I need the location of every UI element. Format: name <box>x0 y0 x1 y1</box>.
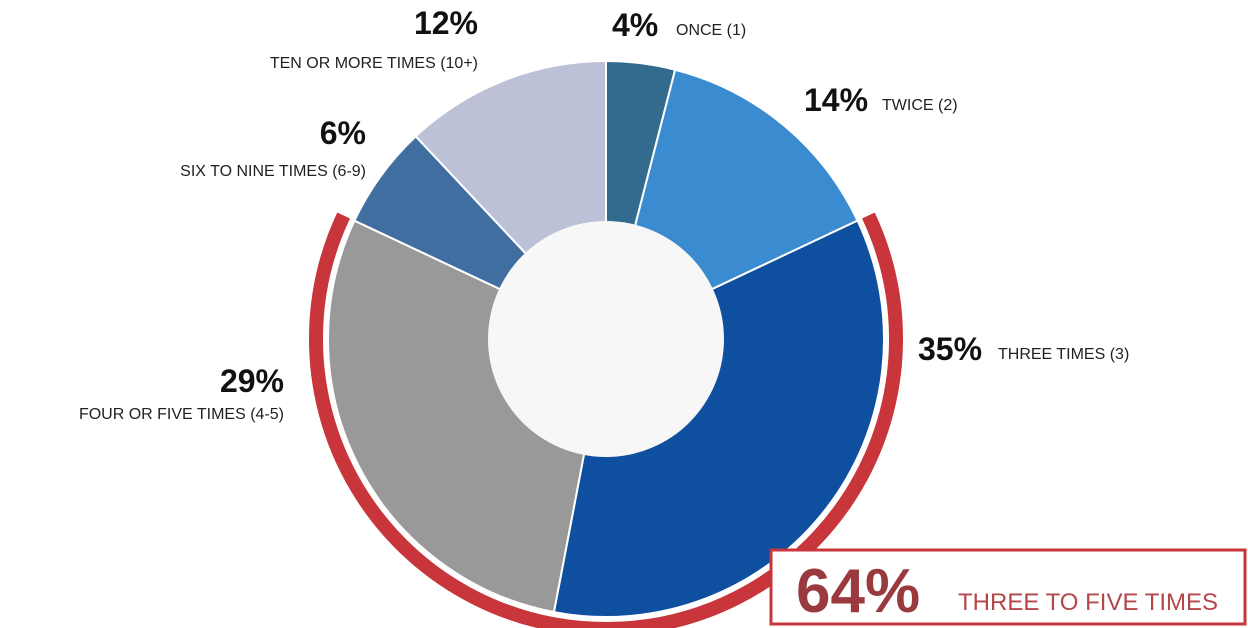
highlight-arc <box>309 212 903 628</box>
donut-hole <box>488 221 724 457</box>
slice-pct-once: 4% <box>612 7 658 43</box>
label-three: 35% THREE TIMES (3) <box>918 331 1129 367</box>
label-ten-plus: 12% TEN OR MORE TIMES (10+) <box>270 5 478 72</box>
slice-pct-four-five: 29% <box>220 363 284 399</box>
slice-label-three: THREE TIMES (3) <box>998 346 1129 363</box>
slice-label-once: ONCE (1) <box>676 22 746 39</box>
slice-pct-twice: 14% <box>804 82 868 118</box>
label-once: 4% ONCE (1) <box>612 7 746 43</box>
label-six-nine: 6% SIX TO NINE TIMES (6-9) <box>180 115 366 180</box>
slice-three <box>552 219 885 618</box>
slice-pct-three: 35% <box>918 331 982 367</box>
highlight-callout-box <box>769 548 1247 626</box>
slice-label-ten-plus: TEN OR MORE TIMES (10+) <box>270 55 478 72</box>
label-twice: 14% TWICE (2) <box>804 82 958 118</box>
highlight-label: THREE TO FIVE TIMES <box>958 589 1218 616</box>
slice-label-twice: TWICE (2) <box>882 97 958 114</box>
highlight-pct: 64% <box>796 557 920 626</box>
slice-label-six-nine: SIX TO NINE TIMES (6-9) <box>180 163 366 180</box>
slice-label-four-five: FOUR OR FIVE TIMES (4-5) <box>79 406 284 423</box>
label-four-five: 29% FOUR OR FIVE TIMES (4-5) <box>79 363 284 423</box>
slice-pct-six-nine: 6% <box>320 115 366 151</box>
slice-pct-ten-plus: 12% <box>414 5 478 41</box>
